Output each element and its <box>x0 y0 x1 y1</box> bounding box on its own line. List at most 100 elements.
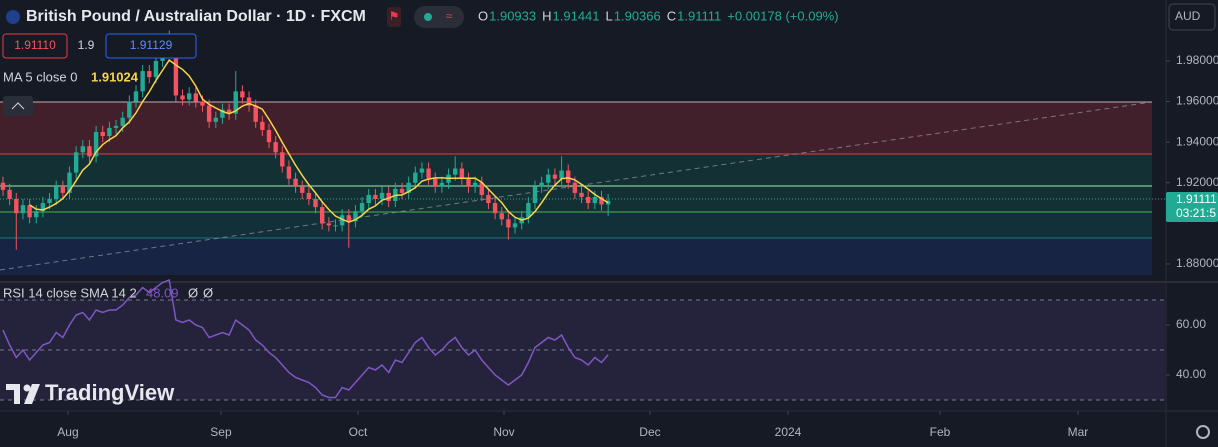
candle-body <box>220 109 225 118</box>
candle-body <box>386 192 391 202</box>
y-tick-label: 1.92000 <box>1176 175 1218 189</box>
collapse-icon <box>11 102 25 110</box>
rsi-sma-value: Ø <box>188 285 198 300</box>
symbol-title: British Pound / Australian Dollar · 1D ·… <box>26 8 366 25</box>
collapse-button[interactable] <box>3 96 33 116</box>
candle-body <box>413 172 418 183</box>
candle-body <box>233 91 238 114</box>
candle-body <box>40 203 46 212</box>
x-tick-label: Nov <box>493 425 514 439</box>
candle-body <box>426 168 431 179</box>
lower-zone <box>0 238 1152 275</box>
candle-body <box>60 186 66 193</box>
stop-zone <box>0 102 1152 154</box>
candle-body <box>313 198 318 208</box>
axes: Aug Sep Oct Nov Dec 2024 Feb Mar 1.88000 1.92000 1… <box>57 53 1218 439</box>
status-pill[interactable] <box>414 6 464 28</box>
candle-body <box>326 223 332 226</box>
ma-line <box>29 59 609 223</box>
candle-body <box>293 178 298 187</box>
currency-button[interactable] <box>1168 3 1216 31</box>
y-tick-label: 1.96000 <box>1176 94 1218 108</box>
sell-button[interactable] <box>2 33 68 59</box>
icon[interactable] <box>387 7 401 27</box>
ma-value: 1.91024 <box>91 69 139 84</box>
last-price: 1.91111 <box>1176 192 1217 206</box>
ohlc-value: 1.91111 <box>677 8 721 23</box>
candle-body <box>559 170 564 179</box>
candle-body <box>260 121 265 130</box>
rsi-plot <box>0 278 1165 401</box>
ma-legend: MA 5 close 0 <box>3 69 77 84</box>
ohlc-label: C <box>667 8 676 23</box>
candle-body <box>273 142 278 153</box>
candle-body <box>585 196 591 204</box>
ohlc-label: H <box>542 8 551 23</box>
candle-body <box>599 196 604 205</box>
candle-body <box>579 192 584 197</box>
y-tick-label: 1.88000 <box>1176 256 1218 270</box>
candle-body <box>286 166 292 179</box>
ohlc-legend: O 1.90933 H 1.91441 L 1.90366 C 1.91111 +0.00178… <box>478 8 839 23</box>
last-price-tag <box>1166 192 1218 222</box>
candle-body <box>512 223 518 228</box>
price-pane <box>0 30 611 250</box>
candle-body <box>186 93 192 100</box>
countdown: 03:21:5 <box>1176 206 1216 220</box>
candle-body <box>133 91 139 102</box>
candle-body <box>539 182 544 187</box>
candle-body <box>466 178 471 187</box>
candle-body <box>532 186 538 204</box>
candle-body <box>200 101 205 106</box>
candle-body <box>592 196 598 204</box>
candle-body <box>552 174 558 179</box>
rsi-pane <box>0 283 1165 410</box>
candle-body <box>546 174 551 183</box>
candle-body <box>353 211 358 222</box>
x-tick-label: Sep <box>210 425 232 439</box>
brand-logo <box>6 384 40 404</box>
ohlc-value: 1.91441 <box>553 8 600 23</box>
candle-body <box>0 182 6 190</box>
candle-body <box>80 146 85 153</box>
candle-body <box>492 203 498 214</box>
ohlc-label: O <box>478 8 488 23</box>
brand-logo <box>23 384 31 392</box>
candle-body <box>373 194 378 199</box>
candle-body <box>226 109 232 114</box>
candle-body <box>246 97 252 106</box>
candle-body <box>366 194 371 204</box>
x-tick-label: Feb <box>930 425 951 439</box>
y-tick-label: 60.00 <box>1176 317 1206 331</box>
candle-body <box>7 189 12 199</box>
candle-body <box>173 40 179 96</box>
ohlc-value: 1.90933 <box>489 8 536 23</box>
candle-body <box>472 182 478 187</box>
buy-price: 1.91129 <box>130 38 173 52</box>
ohlc-value: 1.90366 <box>614 8 661 23</box>
rsi-sma-value: Ø <box>203 285 213 300</box>
candle-body <box>53 186 59 199</box>
candle-body <box>459 168 465 179</box>
candle-body <box>452 168 458 175</box>
settings-icon[interactable] <box>1196 425 1210 439</box>
candle-body <box>113 125 119 128</box>
candle-body <box>399 188 405 193</box>
candle-body <box>27 205 32 218</box>
y-tick-label: 1.94000 <box>1176 134 1218 148</box>
candle-body <box>147 71 152 78</box>
buy-button[interactable] <box>105 33 197 59</box>
candle-body <box>406 182 411 193</box>
candle-body <box>346 215 351 222</box>
candle-body <box>120 117 125 126</box>
candle-body <box>280 152 285 167</box>
icon: ≈ <box>446 9 453 23</box>
candle-body <box>47 198 52 204</box>
candle-body <box>67 172 72 193</box>
candle-body <box>486 194 491 204</box>
x-tick-label: Dec <box>639 425 660 439</box>
entry-zone <box>0 212 1152 238</box>
candle-body <box>572 182 578 193</box>
candle-body <box>419 168 425 173</box>
